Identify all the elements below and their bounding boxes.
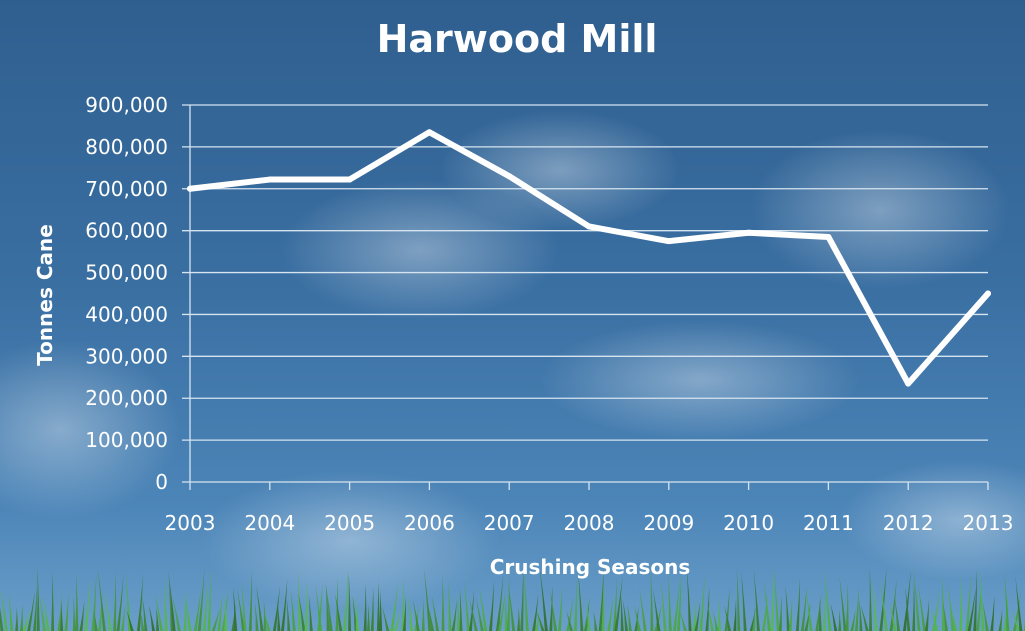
series-line: [187, 129, 991, 387]
data-point: [586, 223, 592, 230]
x-tick-label: 2009: [643, 511, 694, 535]
x-tick-label: 2011: [803, 511, 854, 535]
data-point: [745, 229, 752, 236]
data-point: [506, 173, 513, 180]
x-tick-label: 2005: [324, 511, 375, 535]
x-tick-label: 2008: [564, 511, 615, 535]
x-tick-label: 2003: [165, 511, 216, 535]
series-group: [187, 129, 991, 387]
data-point: [905, 380, 912, 387]
grid-lines: [182, 104, 988, 483]
x-axis-ticks: 2003 2004 2005 2006 2007 2008 2009 2010 2011 2012…: [165, 482, 1014, 535]
data-point: [346, 176, 353, 183]
data-point: [426, 129, 433, 136]
x-axis-label: Crushing Seasons: [490, 555, 691, 579]
y-tick-label: 300,000: [85, 344, 168, 368]
y-tick-label: 900,000: [85, 93, 168, 117]
clouds: [0, 110, 1025, 610]
y-axis-label: Tonnes Cane: [33, 224, 57, 366]
data-point: [985, 290, 991, 297]
y-tick-label: 600,000: [85, 219, 168, 243]
chart-title: Harwood Mill: [377, 17, 658, 61]
y-tick-label: 700,000: [85, 177, 168, 201]
data-point: [187, 185, 193, 192]
grass-strip: [0, 566, 1025, 631]
x-tick-label: 2012: [883, 511, 934, 535]
data-point: [665, 238, 672, 245]
x-tick-label: 2010: [723, 511, 774, 535]
y-tick-label: 200,000: [85, 386, 168, 410]
y-axis-ticks: 0 100,000 200,000 300,000 400,000 500,000 600,…: [85, 93, 168, 494]
data-point: [825, 233, 832, 240]
x-tick-label: 2004: [244, 511, 295, 535]
y-tick-label: 800,000: [85, 135, 168, 159]
y-tick-label: 500,000: [85, 261, 168, 285]
y-tick-label: 100,000: [85, 428, 168, 452]
y-tick-label: 400,000: [85, 302, 168, 326]
data-point: [266, 176, 273, 183]
x-tick-label: 2006: [404, 511, 455, 535]
x-tick-label: 2007: [484, 511, 535, 535]
y-tick-label: 0: [155, 470, 168, 494]
x-tick-label: 2013: [963, 511, 1014, 535]
